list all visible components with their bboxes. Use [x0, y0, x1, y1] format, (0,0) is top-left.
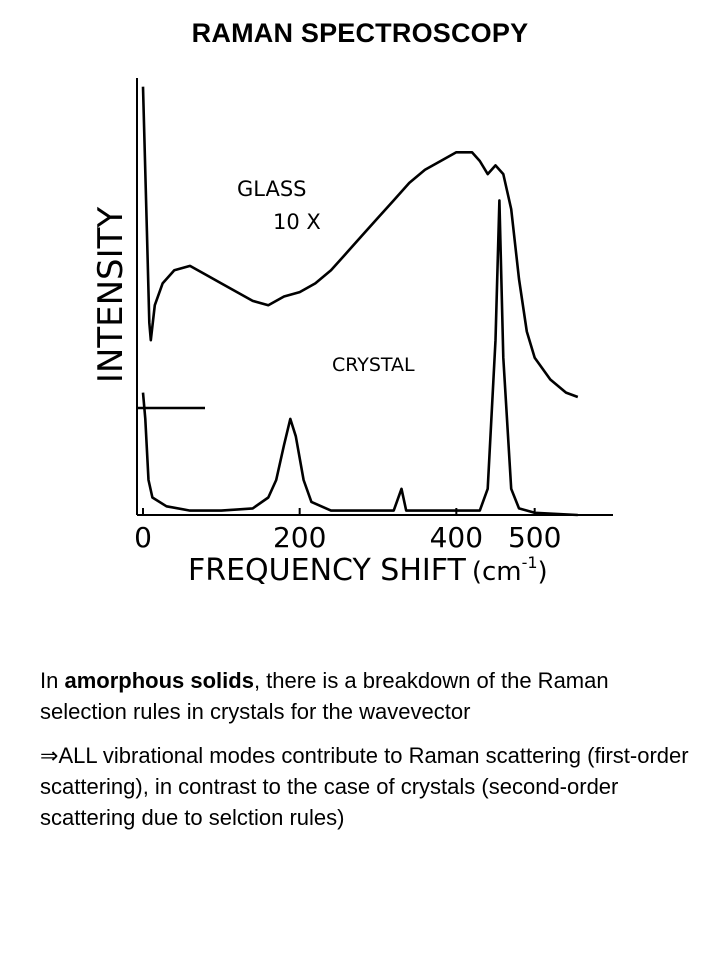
x-tick-label: 500 [508, 521, 561, 554]
glass-factor-label: 10 X [273, 210, 321, 234]
paragraph-all-modes: ⇒ALL vibrational modes contribute to Ram… [40, 740, 690, 833]
x-tick-label: 200 [273, 521, 326, 554]
implies-arrow-icon: ⇒ [40, 743, 59, 768]
x-tick-label: 400 [430, 521, 483, 554]
glass-label: GLASS [237, 177, 306, 201]
p2-text: ALL vibrational modes contribute to Rama… [40, 743, 689, 830]
series-line-crystal [141, 199, 578, 517]
x-tick-label: 0 [134, 521, 152, 554]
series-line-glass [141, 86, 579, 399]
chart-frame [136, 78, 613, 516]
y-axis-label: INTENSITY [91, 207, 131, 384]
paragraph-amorphous: In amorphous solids, there is a breakdow… [40, 665, 690, 727]
crystal-label: CRYSTAL [332, 354, 415, 376]
p1-bold-term: amorphous solids [64, 668, 254, 693]
p1-prefix: In [40, 668, 65, 693]
raman-chart: 0 200 400 500 GLASS 10 X CRYSTAL INTENSITY … [91, 78, 613, 588]
x-axis-label: FREQUENCY SHIFT (cm-1) [188, 553, 548, 588]
p1-rest: , there is a breakdown of the Raman sele… [40, 668, 609, 724]
page-title: RAMAN SPECTROSCOPY [191, 18, 529, 48]
